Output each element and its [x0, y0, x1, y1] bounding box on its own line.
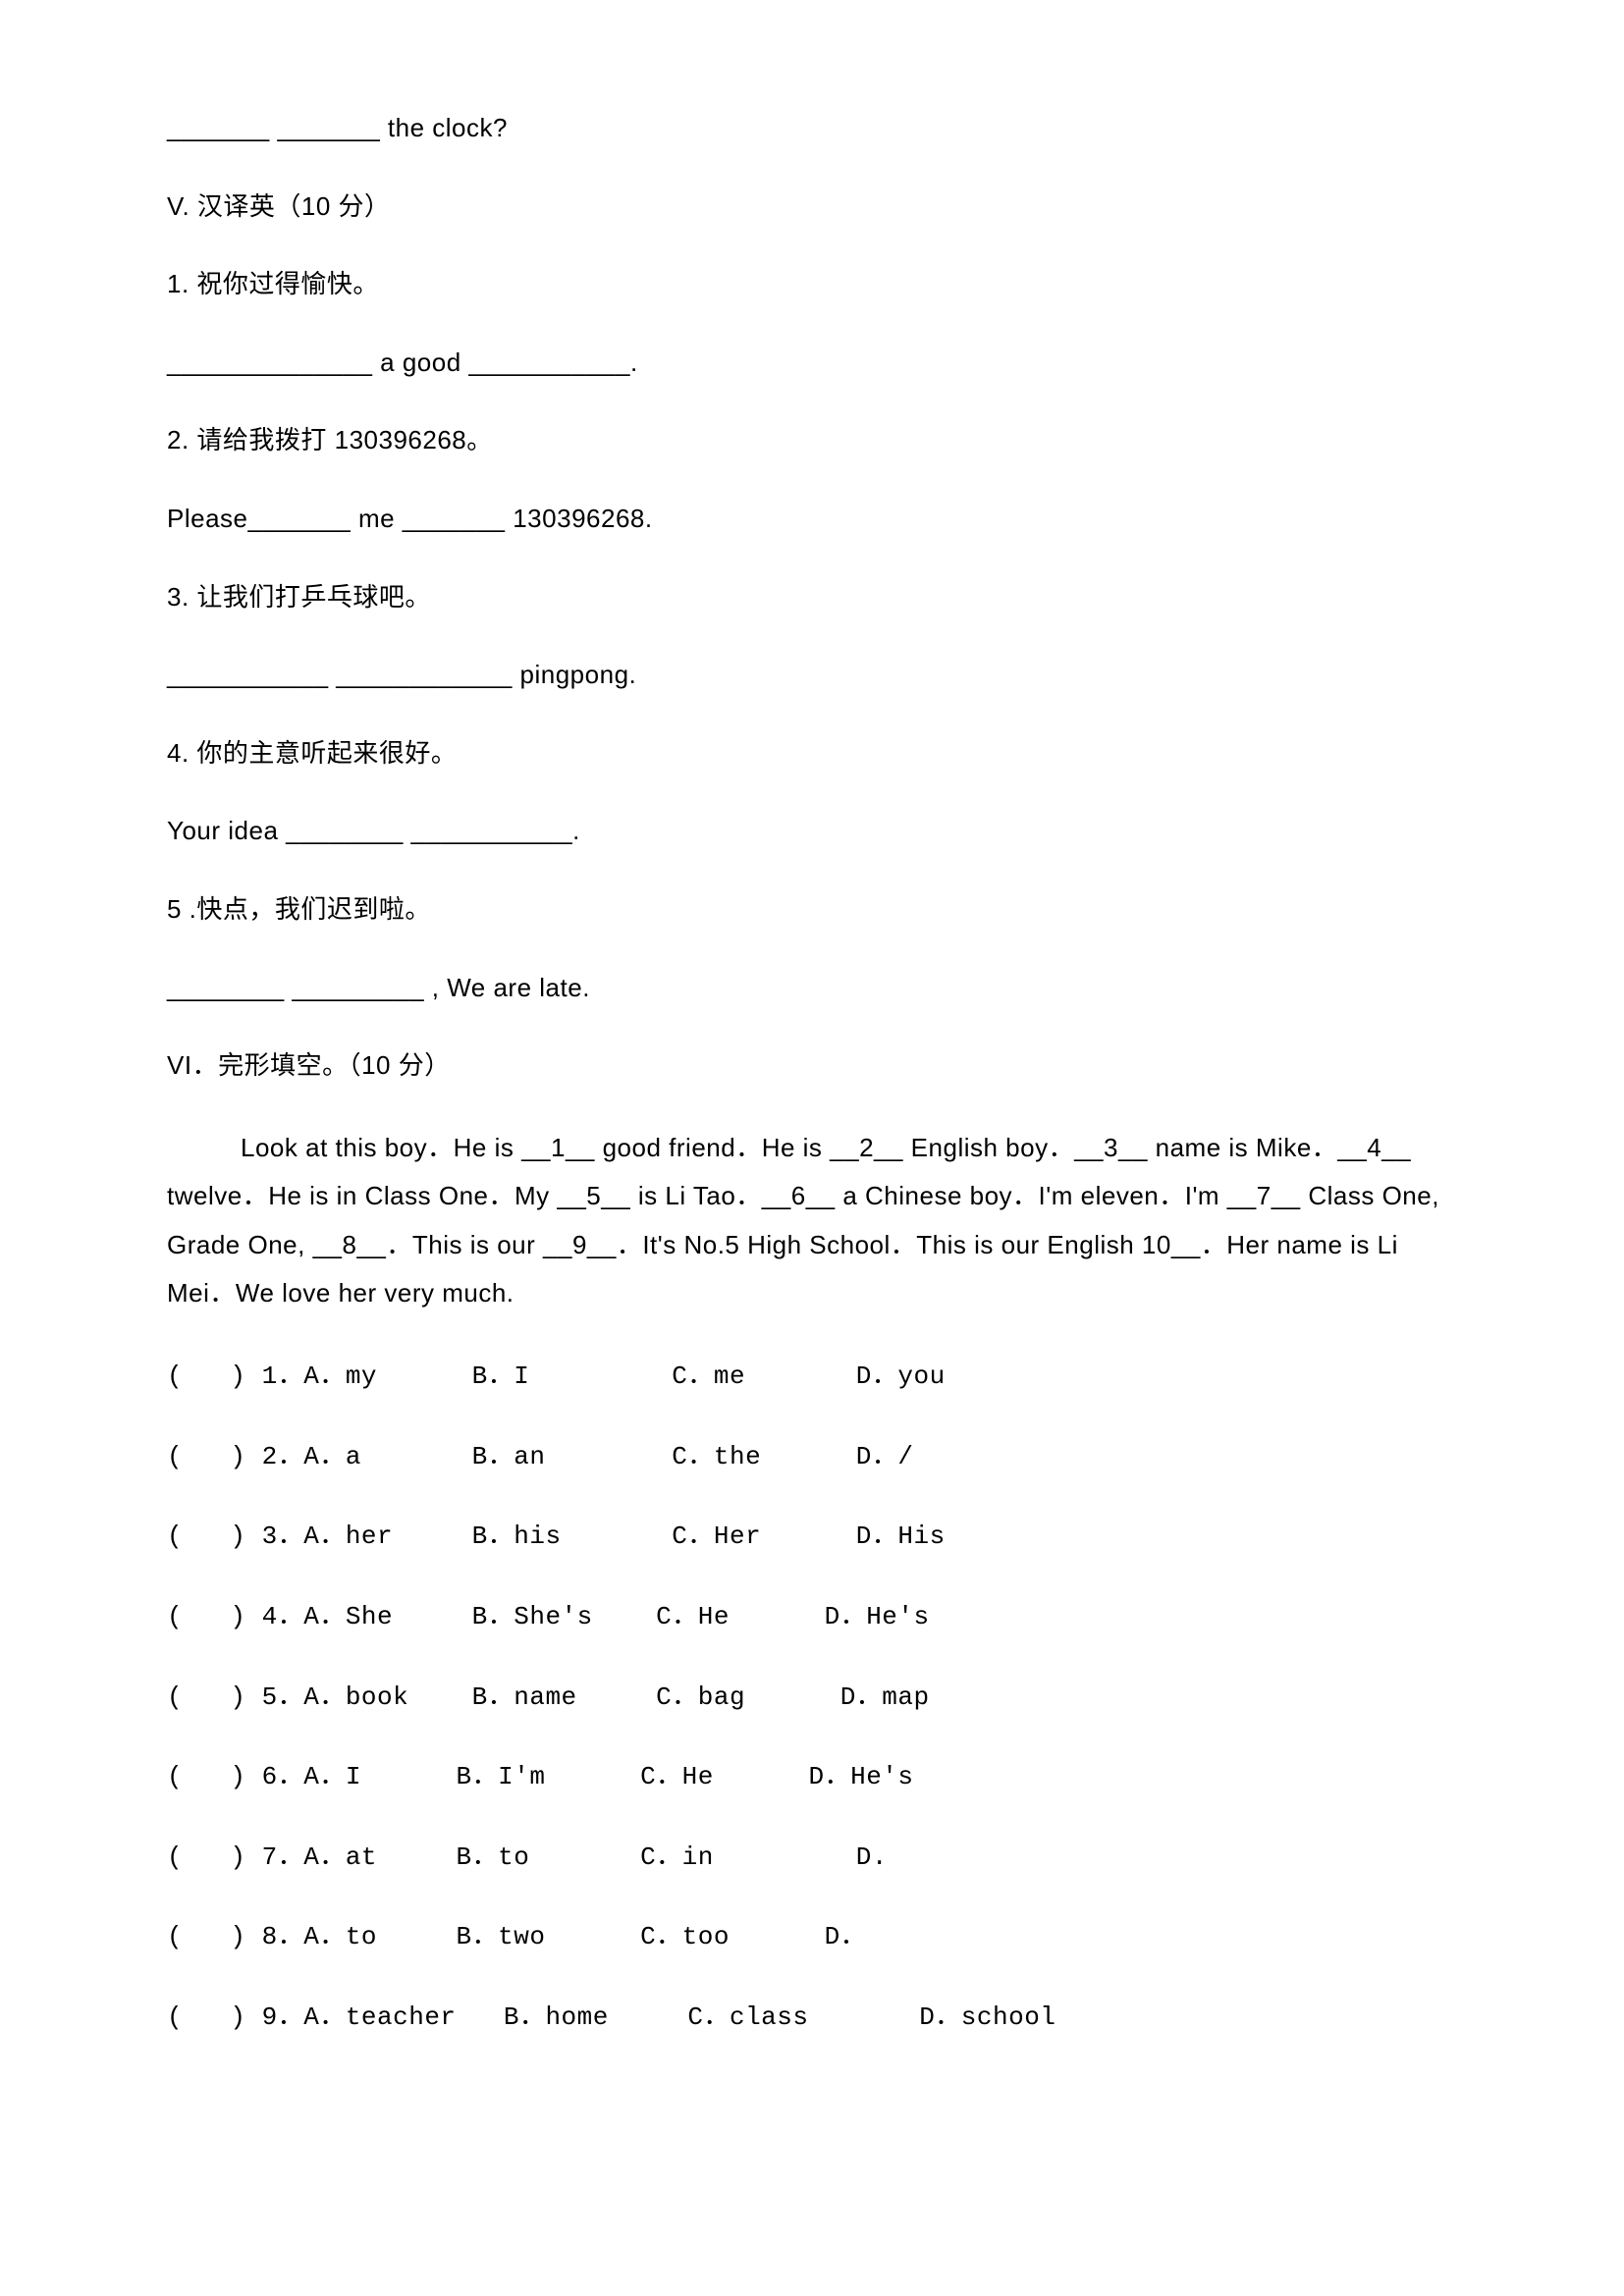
option-row-2: ( ) 2．A．a B．an C．the D．/	[167, 1437, 1457, 1478]
option-row-4: ( ) 4．A．She B．She's C．He D．He's	[167, 1597, 1457, 1638]
option-row-3: ( ) 3．A．her B．his C．Her D．His	[167, 1517, 1457, 1558]
v3-english: ___________ ____________ pingpong.	[167, 655, 1457, 696]
v1-english: ______________ a good ___________.	[167, 343, 1457, 384]
question-clock: _______ _______ the clock?	[167, 108, 1457, 149]
option-row-6: ( ) 6．A．I B．I'm C．He D．He's	[167, 1757, 1457, 1798]
cloze-passage: Look at this boy．He is __1__ good friend…	[167, 1124, 1457, 1318]
v5-chinese: 5 .快点，我们迟到啦。	[167, 889, 1457, 931]
option-row-8: ( ) 8．A．to B．two C．too D．	[167, 1917, 1457, 1958]
option-row-1: ( ) 1．A．my B．I C．me D．you	[167, 1357, 1457, 1398]
v3-chinese: 3. 让我们打乒乓球吧。	[167, 577, 1457, 618]
v4-english: Your idea ________ ___________.	[167, 811, 1457, 852]
v5-english: ________ _________ , We are late.	[167, 968, 1457, 1009]
section-vi-heading: VI．完形填空。（10 分）	[167, 1045, 1457, 1087]
section-v-heading: V. 汉译英（10 分）	[167, 187, 1457, 228]
v4-chinese: 4. 你的主意听起来很好。	[167, 733, 1457, 774]
v2-english: Please_______ me _______ 130396268.	[167, 499, 1457, 540]
option-row-9: ( ) 9．A．teacher B．home C．class D．school	[167, 1998, 1457, 2039]
v2-chinese: 2. 请给我拨打 130396268。	[167, 420, 1457, 461]
option-row-5: ( ) 5．A．book B．name C．bag D．map	[167, 1678, 1457, 1719]
v1-chinese: 1. 祝你过得愉快。	[167, 264, 1457, 305]
option-row-7: ( ) 7．A．at B．to C．in D.	[167, 1838, 1457, 1879]
